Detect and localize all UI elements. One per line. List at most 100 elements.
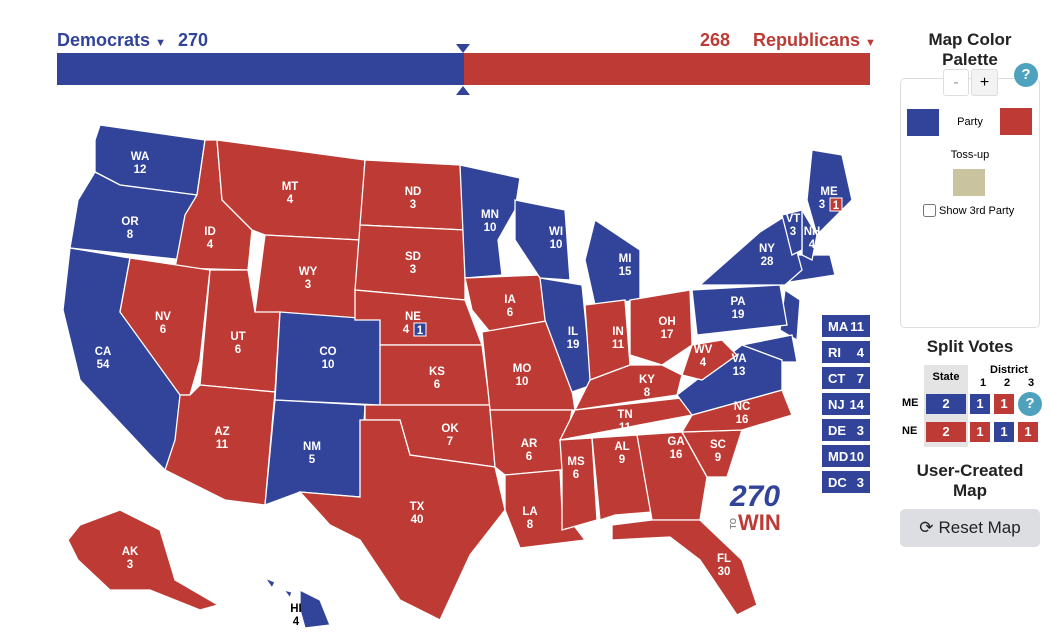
state-ev: 8 xyxy=(644,387,651,399)
state-ev: 10 xyxy=(516,376,529,388)
small-state-ev: 3 xyxy=(856,422,864,438)
democrats-dropdown[interactable]: Democrats ▼ xyxy=(57,30,166,51)
state-label: OK xyxy=(441,423,459,435)
caret-down-icon: ▼ xyxy=(865,37,876,49)
district-badge[interactable] xyxy=(413,322,427,337)
state-ev: 19 xyxy=(567,339,580,351)
small-state-nj[interactable]: NJ 14 xyxy=(822,393,870,415)
small-state-ri[interactable]: RI 4 xyxy=(822,341,870,363)
state-shape-wi[interactable] xyxy=(514,199,571,281)
state-label: NH xyxy=(804,226,821,238)
state-label: IA xyxy=(504,294,516,306)
state-shape-hi[interactable] xyxy=(299,588,331,629)
state-ev: 4 xyxy=(207,239,214,251)
show-3rd-party-toggle[interactable]: Show 3rd Party xyxy=(923,204,1014,217)
increase-button[interactable]: + xyxy=(971,69,998,96)
tossup-color-swatch[interactable] xyxy=(953,169,985,196)
tossup-label: Toss-up xyxy=(950,149,990,161)
state-shape-mo[interactable] xyxy=(481,319,576,411)
state-label: LA xyxy=(522,506,537,518)
state-shape-hi-island[interactable] xyxy=(282,588,293,600)
help-icon[interactable]: ? xyxy=(1014,63,1038,87)
state-shape-al[interactable] xyxy=(591,434,653,521)
small-state-dc[interactable]: DC 3 xyxy=(822,471,870,493)
state-shape-vt[interactable] xyxy=(781,209,803,256)
state-label: IN xyxy=(612,326,624,338)
small-state-ev: 14 xyxy=(849,396,864,412)
state-ev: 11 xyxy=(619,422,632,434)
split-vote-cell[interactable]: 1 xyxy=(970,394,990,414)
palette-title: Map Color Palette xyxy=(928,30,1012,69)
state-shape-ga[interactable] xyxy=(636,431,708,521)
state-label: OH xyxy=(658,316,675,328)
state-label: NE xyxy=(405,311,421,323)
state-shape-tx[interactable] xyxy=(298,419,506,621)
split-vote-cell[interactable]: 2 xyxy=(926,394,966,414)
state-ev: 8 xyxy=(527,519,534,531)
split-vote-cell[interactable]: 1 xyxy=(1018,422,1038,442)
reset-map-label: Reset Map xyxy=(938,518,1021,537)
small-state-ma[interactable]: MA 11 xyxy=(822,315,870,337)
rep-bar xyxy=(463,53,870,85)
state-ev: 6 xyxy=(434,379,440,391)
rep-color-swatch[interactable] xyxy=(1000,108,1032,135)
decrease-button[interactable]: - xyxy=(943,69,969,96)
small-state-abbr: DC xyxy=(828,474,847,490)
small-state-md[interactable]: MD 10 xyxy=(822,445,870,467)
rep-ev-total: 268 xyxy=(700,30,731,50)
state-ev: 19 xyxy=(732,309,745,321)
state-label: CA xyxy=(95,346,112,358)
split-vote-cell[interactable]: 1 xyxy=(994,394,1014,414)
state-label: WY xyxy=(299,266,318,278)
state-shape-fl[interactable] xyxy=(611,519,758,616)
state-label: ND xyxy=(405,186,422,198)
state-label: NY xyxy=(759,243,775,255)
republicans-dropdown[interactable]: Republicans ▼ xyxy=(753,30,876,51)
state-header: State xyxy=(932,371,960,383)
state-label: MI xyxy=(619,253,632,265)
state-ev: 9 xyxy=(619,454,625,466)
small-state-de[interactable]: DE 3 xyxy=(822,419,870,441)
state-label: OR xyxy=(121,216,139,228)
state-shape-hi-island[interactable] xyxy=(263,576,276,590)
dem-color-swatch[interactable] xyxy=(907,109,939,136)
state-label: PA xyxy=(730,296,745,308)
state-shape-ms[interactable] xyxy=(559,437,598,531)
state-label: CO xyxy=(319,346,336,358)
state-label: TN xyxy=(617,409,632,421)
split-vote-cell[interactable]: 2 xyxy=(926,422,966,442)
show-3rd-party-checkbox[interactable] xyxy=(923,204,936,217)
state-shape-oh[interactable] xyxy=(629,289,693,366)
district-header: District xyxy=(990,364,1028,376)
help-icon[interactable]: ? xyxy=(1018,392,1042,416)
party-label: Party xyxy=(957,116,983,128)
district-badge[interactable] xyxy=(829,197,843,212)
state-shape-pa[interactable] xyxy=(691,284,788,336)
state-shape-ak[interactable] xyxy=(67,509,220,611)
state-shape-me[interactable] xyxy=(806,149,853,237)
state-shape-mi[interactable] xyxy=(584,218,641,306)
split-vote-cell[interactable]: 1 xyxy=(970,422,990,442)
state-label: VA xyxy=(731,353,746,365)
state-ev: 6 xyxy=(507,307,513,319)
district-badge-ev: 1 xyxy=(833,200,840,212)
state-shape-wv[interactable] xyxy=(681,339,739,381)
state-ev: 4 xyxy=(809,239,816,251)
state-label: SC xyxy=(710,439,726,451)
state-shape-il[interactable] xyxy=(539,277,593,393)
state-ev: 30 xyxy=(718,566,731,578)
logo-text: WIN xyxy=(738,510,781,535)
state-ev: 4 xyxy=(700,357,707,369)
reset-map-button[interactable]: ⟳ Reset Map xyxy=(900,509,1040,547)
state-ev: 5 xyxy=(309,454,316,466)
split-vote-cell[interactable]: 1 xyxy=(994,422,1014,442)
split-votes-title: Split Votes xyxy=(926,337,1014,356)
small-state-ev: 11 xyxy=(850,318,864,334)
rep-label: Republicans xyxy=(753,30,861,50)
state-ev: 10 xyxy=(484,222,497,234)
state-ev: 28 xyxy=(761,256,774,268)
state-label: HI xyxy=(290,603,302,615)
state-ev: 8 xyxy=(127,229,134,241)
small-state-ct[interactable]: CT 7 xyxy=(822,367,870,389)
